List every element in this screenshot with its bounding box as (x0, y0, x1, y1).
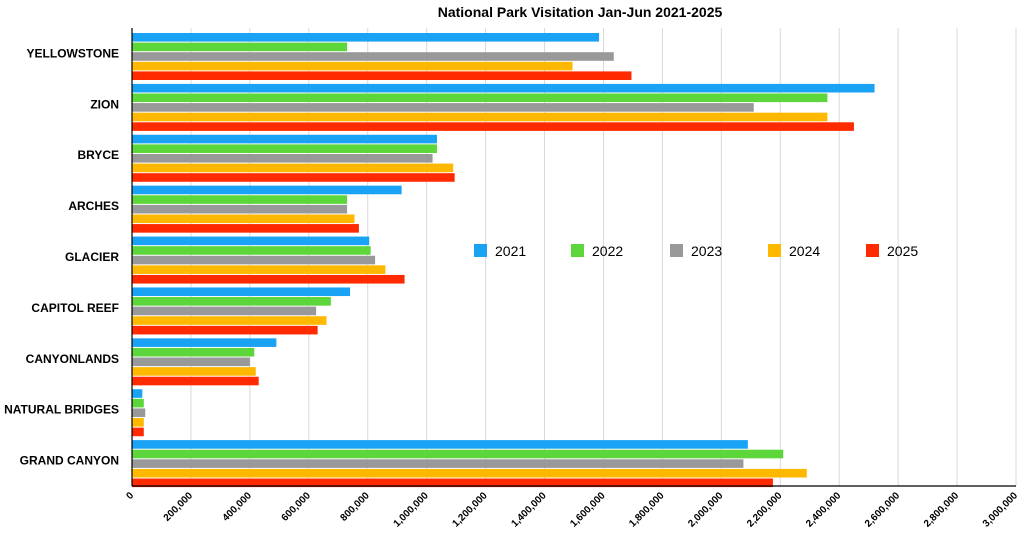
x-tick-label: 1,200,000 (450, 490, 490, 530)
x-tick-label: 2,800,000 (922, 490, 962, 530)
legend-swatch (571, 244, 584, 257)
bar (132, 52, 614, 61)
category-label: YELLOWSTONE (27, 46, 119, 60)
bar (132, 214, 355, 224)
bar (132, 408, 146, 418)
x-tick-label: 1,000,000 (392, 490, 432, 530)
bar (132, 325, 318, 335)
bar (132, 338, 277, 347)
bar (132, 112, 828, 122)
x-tick-label: 600,000 (280, 490, 314, 524)
x-tick-label: 2,400,000 (804, 490, 844, 530)
legend-label: 2022 (592, 243, 623, 259)
bar (132, 459, 744, 468)
bar (132, 195, 348, 204)
legend-item: 2023 (670, 243, 722, 259)
x-tick-labels: 0 200,000 400,000 600,000 800,000 1,000,000 1,… (124, 490, 1020, 530)
axes (131, 28, 1016, 487)
bar (132, 376, 259, 386)
bar (132, 122, 854, 131)
x-tick-label: 400,000 (221, 490, 255, 524)
legend-label: 2023 (691, 243, 722, 259)
bar (132, 316, 327, 325)
bars (132, 33, 875, 488)
category-label: GRAND CANYON (20, 454, 119, 468)
legend-item: 2021 (474, 243, 526, 259)
category-label: GLACIER (65, 250, 119, 264)
legend-item: 2022 (571, 243, 623, 259)
bar (132, 83, 875, 93)
x-tick-label: 2,600,000 (863, 490, 903, 530)
x-tick-label: 800,000 (339, 490, 373, 524)
category-labels: YELLOWSTONE ZION BRYCE ARCHES GLACIER CAPITOL… (4, 46, 119, 467)
bar (132, 297, 331, 306)
bar (132, 42, 348, 52)
bar (132, 427, 144, 437)
bar (132, 93, 828, 103)
x-tick-label: 0 (124, 490, 136, 502)
x-tick-label: 2,000,000 (686, 490, 726, 530)
category-label: NATURAL BRIDGES (4, 403, 119, 417)
bar (132, 163, 454, 173)
bar (132, 144, 437, 153)
bar (132, 418, 144, 427)
bar (132, 255, 376, 265)
legend-label: 2024 (789, 243, 820, 259)
bar (132, 367, 256, 376)
bar (132, 449, 784, 459)
bar (132, 236, 370, 246)
bar (132, 265, 386, 274)
category-label: BRYCE (77, 148, 119, 162)
legend: 2021 2022 2023 2024 2025 (474, 243, 918, 259)
bar (132, 389, 143, 398)
x-tick-label: 1,600,000 (568, 490, 608, 530)
legend-swatch (866, 244, 879, 257)
bar (132, 173, 455, 182)
legend-item: 2025 (866, 243, 918, 259)
bar (132, 204, 348, 214)
x-tick-label: 3,000,000 (981, 490, 1021, 530)
legend-swatch (670, 244, 683, 257)
bar (132, 246, 371, 255)
bar (132, 478, 773, 488)
bar (132, 134, 437, 144)
category-label: ARCHES (68, 199, 119, 213)
bar (132, 33, 600, 42)
x-tick-label: 200,000 (162, 490, 196, 524)
bar (132, 357, 250, 367)
legend-swatch (474, 244, 487, 257)
bar (132, 306, 317, 316)
legend-label: 2025 (887, 243, 918, 259)
bar (132, 287, 351, 297)
x-tick-label: 1,400,000 (509, 490, 549, 530)
x-tick-label: 1,800,000 (627, 490, 667, 530)
category-label: CANYONLANDS (26, 352, 119, 366)
category-label: ZION (90, 97, 119, 111)
bar (132, 224, 359, 233)
bar (132, 153, 433, 163)
bar (132, 185, 402, 195)
bar (132, 61, 573, 71)
legend-item: 2024 (768, 243, 820, 259)
x-tick-label: 2,200,000 (745, 490, 785, 530)
chart-title: National Park Visitation Jan-Jun 2021-20… (438, 4, 723, 20)
legend-swatch (768, 244, 781, 257)
category-label: CAPITOL REEF (31, 301, 119, 315)
bar (132, 347, 255, 357)
bar (132, 274, 405, 284)
bar (132, 398, 144, 408)
legend-label: 2021 (495, 243, 526, 259)
bar (132, 71, 632, 80)
bar (132, 468, 807, 478)
bar (132, 440, 748, 449)
bar (132, 103, 754, 112)
